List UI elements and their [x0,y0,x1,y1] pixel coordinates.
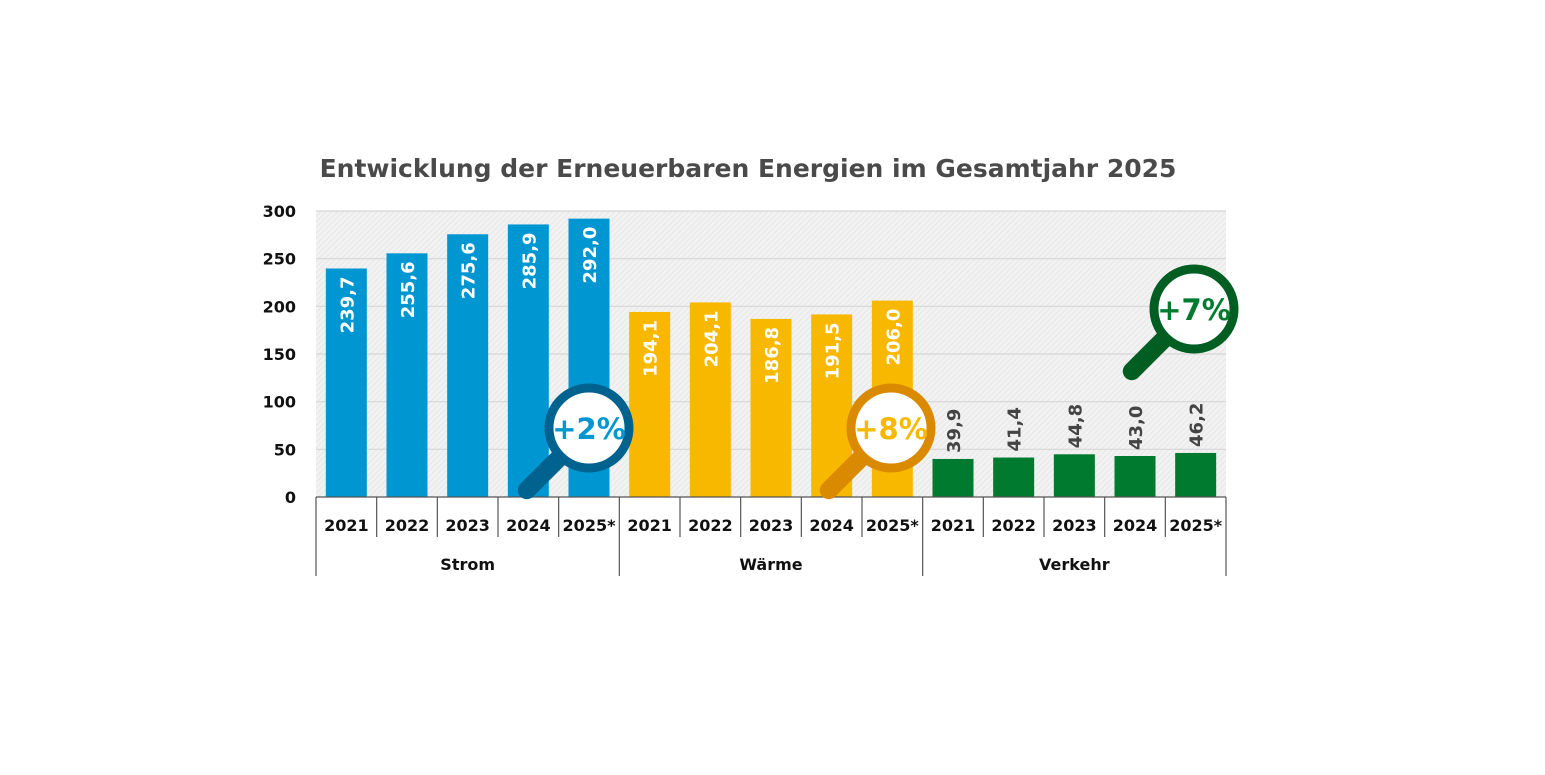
y-tick-label: 100 [263,393,296,412]
x-tick-label: 2022 [385,516,430,535]
x-tick-label: 2023 [749,516,794,535]
x-tick-label: 2021 [931,516,976,535]
x-tick-label: 2025* [1169,516,1223,535]
bar-value-label: 186,8 [762,327,783,384]
magnifier-icon [544,383,634,473]
group-labels: Strom Wärme Verkehr [440,555,1109,574]
bar-value-label: 204,1 [701,310,722,367]
bar-value-label: 43,0 [1126,406,1147,450]
change-badges: +2% +8% +7% [517,264,1239,500]
x-tick-label: 2022 [991,516,1036,535]
bar [1175,452,1217,497]
bar [1053,454,1095,497]
x-axis [315,496,1227,576]
chart-title: Entwicklung der Erneuerbaren Energien im… [320,154,1177,183]
y-axis-ticks: 0 50 100 150 200 250 300 [263,202,296,507]
bar-value-label: 46,2 [1187,403,1208,447]
x-tick-label: 2022 [688,516,733,535]
magnifier-handle-icon [517,450,567,500]
bar [507,224,549,497]
x-tick-label: 2021 [627,516,672,535]
y-tick-label: 0 [285,488,296,507]
group-label: Wärme [739,555,802,574]
magnifier-handle-icon [1122,331,1172,381]
bar [629,311,671,497]
bar-value-label: 44,8 [1065,404,1086,448]
x-tick-label: 2023 [445,516,490,535]
bar-value-label: 292,0 [580,227,601,284]
change-percent-label: +7% [1157,293,1231,327]
change-percent-label: +2% [552,412,626,446]
bar [447,234,489,497]
group-label: Strom [440,555,495,574]
bar-value-label: 194,1 [641,320,662,377]
bar [689,302,731,497]
x-tick-label: 2024 [1113,516,1158,535]
bar [386,253,428,497]
bar-value-label: 275,6 [459,242,480,299]
bar [1114,456,1156,497]
x-tick-label: 2024 [506,516,551,535]
y-tick-label: 200 [263,297,296,316]
y-tick-label: 50 [274,440,296,459]
x-axis-ticks: 2021 2022 2023 2024 2025* 2021 2022 2023 2024 202… [324,516,1223,535]
change-percent-label: +8% [854,412,928,446]
bar-value-label: 285,9 [519,232,540,289]
bar-value-label: 255,6 [398,261,419,318]
x-tick-label: 2025* [866,516,920,535]
x-tick-label: 2025* [563,516,617,535]
magnifier-badge: +2% [517,383,634,500]
bar [750,318,792,497]
bar [325,268,367,497]
x-tick-label: 2021 [324,516,369,535]
magnifier-badge: +7% [1122,264,1239,381]
bar [993,457,1035,497]
bar-value-label: 191,5 [823,322,844,379]
magnifier-handle-icon [819,450,869,500]
y-tick-label: 250 [263,250,296,269]
magnifier-badge: +8% [819,383,936,500]
y-tick-label: 150 [263,345,296,364]
bar [932,458,974,497]
y-tick-label: 300 [263,202,296,221]
bar-value-label: 39,9 [944,409,965,453]
magnifier-icon [846,383,936,473]
bar-value-labels: 239,7 255,6 275,6 285,9 292,0 194,1 204,1 186,8… [337,227,1207,453]
magnifier-icon [1149,264,1239,354]
bar-value-label: 239,7 [337,276,358,333]
x-tick-label: 2023 [1052,516,1097,535]
group-label: Verkehr [1039,555,1110,574]
bar-value-label: 206,0 [883,309,904,366]
bar-value-label: 41,4 [1005,407,1026,451]
x-tick-label: 2024 [809,516,854,535]
